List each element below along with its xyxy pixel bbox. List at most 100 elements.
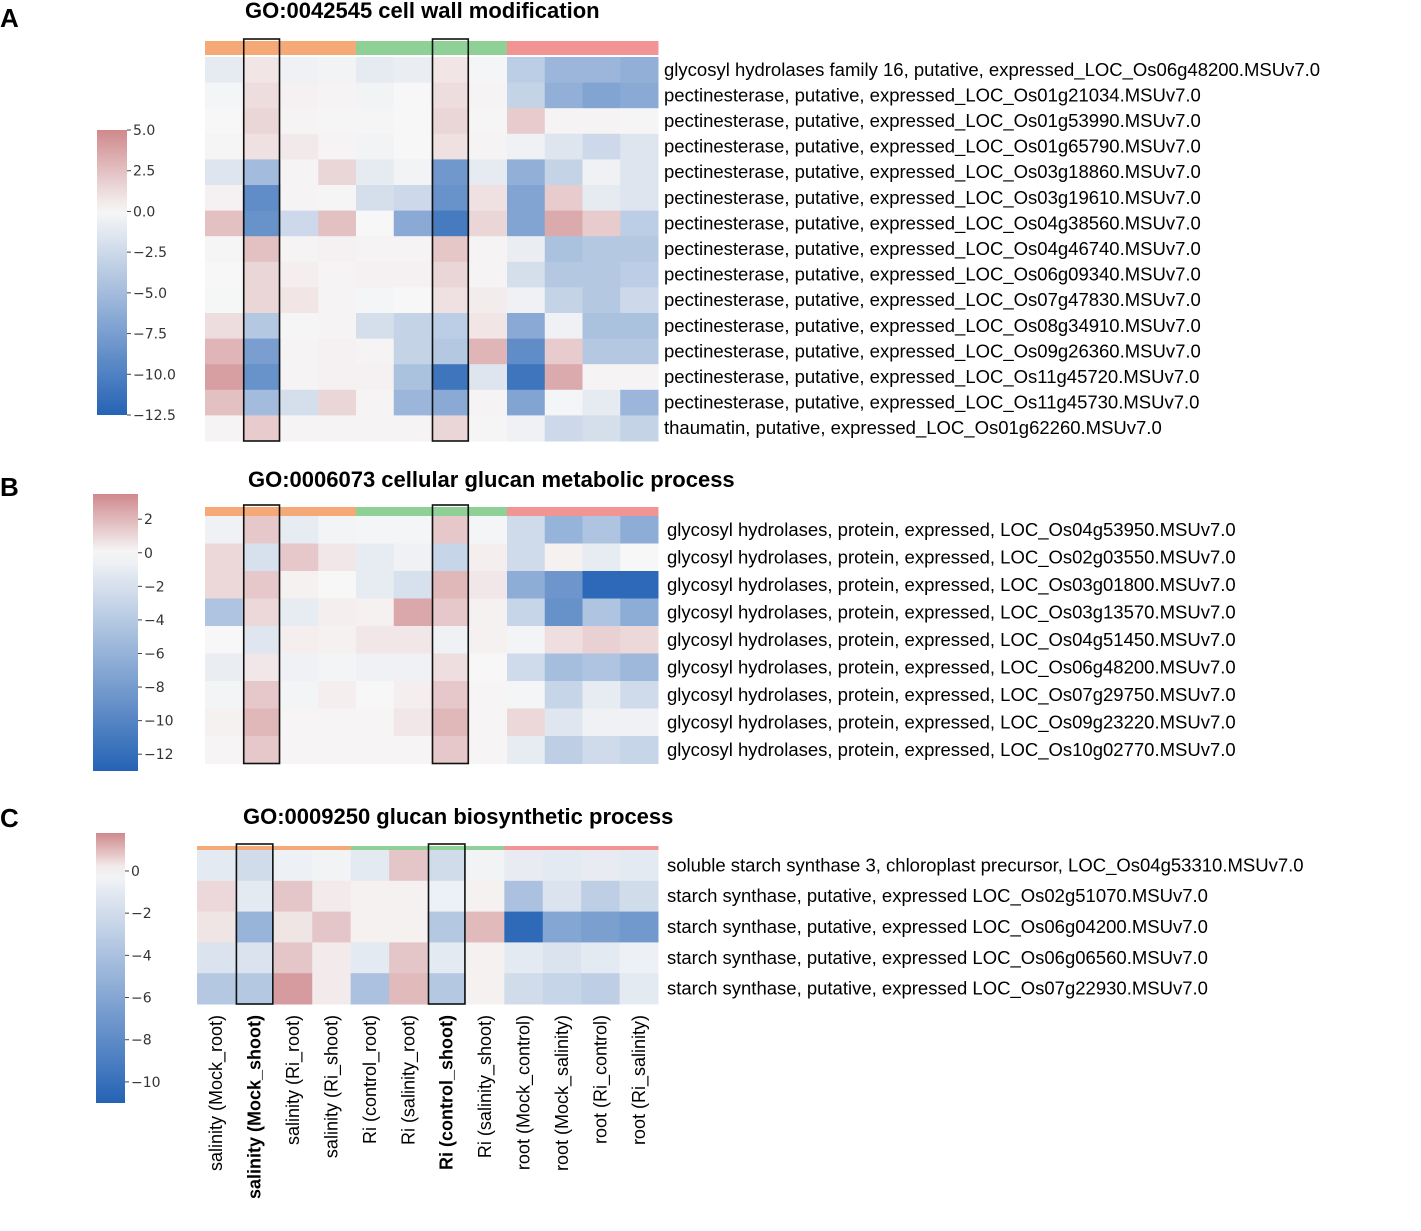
heatmap-cell (356, 287, 395, 314)
heatmap-cell (431, 364, 470, 391)
heatmap-cell (356, 133, 395, 160)
heatmap-cell (619, 942, 659, 974)
heatmap-cell (582, 543, 621, 572)
colorbar-tick-label: −6 (144, 646, 165, 662)
heatmap-cell (620, 108, 659, 135)
heatmap-cell (507, 338, 546, 365)
panel-c-title: GO:0009250 glucan biosynthetic process (243, 804, 673, 829)
heatmap-cell (620, 364, 659, 391)
colorbar-tick-label: 0.0 (133, 204, 155, 220)
heatmap-cell (504, 850, 544, 882)
heatmap-cell (205, 389, 244, 416)
heatmap-cell (469, 708, 508, 737)
panel-a-row-labels: glycosyl hydrolases family 16, putative,… (664, 59, 1320, 439)
heatmap-cell (280, 159, 319, 186)
heatmap-cell (205, 415, 244, 442)
heatmap-cell (507, 210, 546, 237)
heatmap-cell (197, 973, 236, 1005)
heatmap-cell (427, 911, 467, 943)
colorbar-tick-label: −10 (131, 1075, 161, 1091)
heatmap-cell (280, 133, 319, 160)
column-label: root (Ri_salinity) (629, 1015, 650, 1145)
heatmap-cell (393, 653, 432, 682)
heatmap-cell (620, 338, 659, 365)
heatmap-cell (469, 626, 508, 654)
heatmap-cell (205, 185, 244, 212)
heatmap-cell (393, 108, 432, 135)
heatmap-cell (469, 571, 508, 599)
heatmap-cell (242, 653, 281, 682)
heatmap-cell (356, 571, 395, 599)
group-strip-cell (542, 846, 582, 852)
heatmap-cell (356, 364, 395, 391)
colorbar-tick-label: −12 (144, 747, 174, 763)
heatmap-cell (205, 261, 244, 288)
heatmap-cell (507, 133, 546, 160)
heatmap-cell (318, 185, 357, 212)
heatmap-cell (465, 942, 505, 974)
column-labels: salinity (Mock_root) salinity (Mock_shoot… (206, 1015, 650, 1199)
heatmap-cell (465, 880, 505, 913)
heatmap-cell (350, 911, 390, 943)
heatmap-cell (469, 236, 508, 263)
heatmap-cell (544, 516, 583, 544)
heatmap-cell (318, 159, 357, 186)
colorbar-tick-label: −12.5 (133, 408, 176, 424)
heatmap-cell (318, 82, 357, 109)
heatmap-cell (507, 415, 546, 442)
colorbar-tick-label: −2 (144, 579, 165, 595)
colorbar-tick-label: −2.5 (133, 245, 167, 261)
group-strip-cell (356, 41, 395, 55)
heatmap-cell (318, 598, 357, 627)
heatmap-cell (542, 850, 582, 882)
heatmap-cell (507, 287, 546, 314)
group-strip-cell (389, 846, 428, 852)
heatmap-cell (469, 338, 508, 365)
heatmap-cell (507, 681, 546, 709)
heatmap-cell (431, 653, 470, 682)
heatmap-cell (273, 973, 313, 1005)
heatmap-cell (318, 653, 357, 682)
panel-b-colorbar: 2 0 −2 −4 −6 −8 −10 −12 (93, 494, 174, 771)
heatmap-cell (242, 708, 281, 737)
heatmap-cell (427, 850, 467, 882)
panel-b-cells (205, 516, 659, 764)
heatmap-cell (507, 626, 546, 654)
heatmap-cell (542, 880, 582, 913)
heatmap-cell (469, 653, 508, 682)
heatmap-cell (619, 911, 659, 943)
heatmap-cell (504, 973, 544, 1005)
heatmap-cell (544, 159, 583, 186)
heatmap-cell (312, 942, 352, 974)
panel-b-heatmap: B GO:0006073 cellular glucan metabolic p… (0, 467, 1236, 771)
heatmap-cell (431, 313, 470, 340)
heatmap-cell (197, 942, 236, 974)
heatmap-cell (389, 880, 428, 913)
heatmap-cell (242, 313, 281, 340)
highlight-box (431, 38, 470, 442)
heatmap-cell (544, 653, 583, 682)
colorbar-tick-label: −5.0 (133, 286, 167, 302)
heatmap-cell (581, 911, 621, 943)
row-label: glycosyl hydrolases, protein, expressed,… (667, 629, 1236, 651)
heatmap-cell (393, 185, 432, 212)
heatmap-cell (620, 185, 659, 212)
heatmap-cell (235, 850, 275, 882)
group-strip-cell (469, 41, 508, 55)
panel-a-heatmap: A GO:0042545 cell wall modification 5.0 2… (0, 0, 1320, 442)
group-strip-cell (582, 507, 621, 517)
heatmap-cell (469, 543, 508, 572)
panel-a-letter: A (0, 3, 19, 33)
heatmap-cell (242, 236, 281, 263)
heatmap-cell (469, 82, 508, 109)
heatmap-cell (235, 911, 275, 943)
group-strip-cell (273, 846, 313, 852)
heatmap-cell (356, 261, 395, 288)
heatmap-cell (544, 108, 583, 135)
colorbar-tick-label: −8 (144, 680, 165, 696)
heatmap-cell (318, 736, 357, 764)
heatmap-cell (318, 571, 357, 599)
panel-b-row-labels: glycosyl hydrolases, protein, expressed,… (667, 519, 1236, 761)
heatmap-cell (469, 681, 508, 709)
